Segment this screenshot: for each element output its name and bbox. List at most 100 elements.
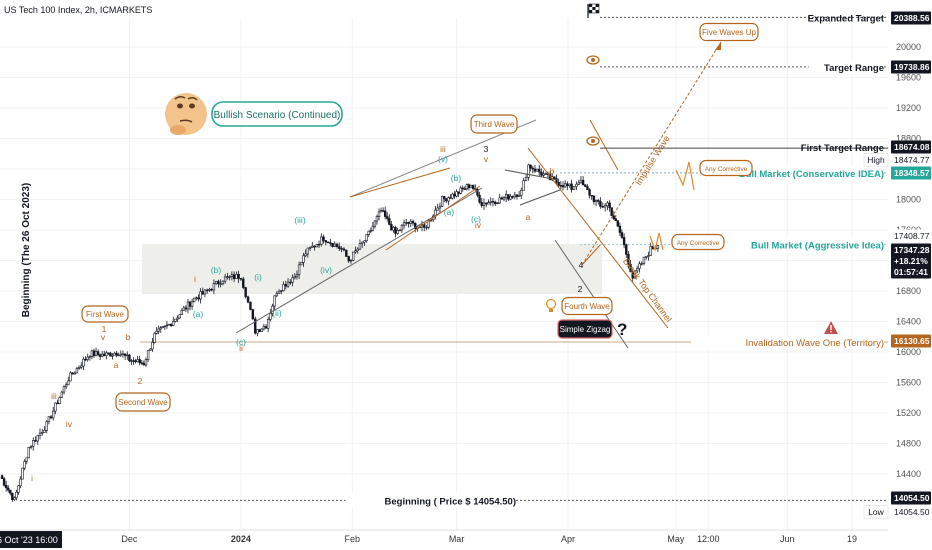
candle-body (559, 185, 563, 187)
wave-label: (a) (444, 207, 455, 217)
wave-label: iv (66, 419, 73, 429)
candle-body (396, 230, 399, 234)
break-top-channel-line[interactable] (527, 147, 669, 329)
price-tick: 20000 (896, 42, 921, 52)
candle-body (249, 301, 252, 310)
candle-body (15, 491, 18, 499)
candle-body (440, 196, 444, 207)
third-wave-box[interactable]: Third Wave (470, 114, 518, 134)
candle-body (7, 487, 10, 491)
second-wave-label: Second Wave (118, 398, 168, 407)
second-wave-box[interactable]: Second Wave (115, 392, 171, 412)
candle-body (186, 301, 190, 310)
price-tag: 18348.57 (891, 166, 931, 180)
candle-body (293, 276, 296, 279)
candle-body (386, 216, 389, 219)
candle-body (101, 353, 104, 357)
time-tick: May (667, 534, 685, 544)
candle-body (105, 352, 108, 357)
candle-body (98, 354, 102, 357)
simple-zigzag-box[interactable]: Simple Zigzag (557, 319, 613, 339)
price-tag: +18.21% (891, 254, 931, 268)
candle-body (313, 245, 316, 248)
price-axis[interactable]: 2000019600192001880018400180001760017200… (863, 0, 932, 550)
candle-body (561, 185, 565, 188)
candle-body (153, 333, 156, 343)
candle-body (457, 191, 460, 194)
impulse-wave-path[interactable] (581, 41, 722, 266)
candle-body (163, 325, 167, 328)
candle-body (32, 440, 35, 447)
price-tag-value: +18.21% (894, 256, 928, 266)
candle-body (308, 247, 312, 249)
candle-body (542, 173, 545, 176)
candle-body (363, 240, 366, 243)
price-tick: 14800 (896, 439, 921, 449)
candle-body (2, 478, 6, 486)
candle-body (103, 353, 106, 357)
candle-body (520, 190, 523, 196)
spacer[interactable] (589, 119, 619, 171)
price-tag-value: 16130.65 (894, 336, 930, 346)
candle-body (575, 183, 578, 187)
candle-body (306, 247, 310, 255)
triangle-bottom[interactable] (519, 189, 561, 206)
impulse-start[interactable] (581, 244, 601, 266)
candle-body (388, 218, 391, 225)
candle-body (60, 391, 64, 398)
candle-body (331, 242, 334, 247)
time-axis[interactable]: Dec 2024 Feb Mar Apr May 12:00 Jun 19 26 Oct '23 … (0, 529, 888, 548)
triangle-top[interactable] (504, 169, 559, 181)
candle-body (627, 253, 630, 265)
lower-channel-right[interactable] (554, 239, 629, 349)
wedge-bottom[interactable] (385, 185, 481, 251)
warning-icon (824, 321, 838, 334)
any-corrective-1-box[interactable]: Any Corrective (699, 159, 753, 177)
wave-label: v (484, 154, 489, 164)
candle-body (367, 230, 370, 235)
scenario-pill[interactable]: Bullish Scenario (Continued) (211, 101, 343, 127)
wave-label: v (101, 332, 106, 342)
candle-body (553, 176, 556, 179)
candle-body (258, 329, 261, 332)
candle-body (17, 485, 20, 493)
first-wave-label: First Wave (86, 310, 124, 319)
candle-body (449, 197, 452, 199)
candle-body (443, 196, 446, 199)
first-wave-box[interactable]: First Wave (81, 305, 129, 323)
candle-body (192, 297, 196, 303)
candle-body (151, 342, 154, 350)
price-tick: 19200 (896, 103, 921, 113)
candle-body (246, 296, 250, 303)
price-tag: 01:57:41 (891, 265, 931, 279)
candle-body (188, 301, 192, 307)
candle-body (496, 202, 499, 205)
five-waves-up-box[interactable]: Five Waves Up (699, 22, 759, 42)
candle-body (107, 352, 110, 354)
candle-body (610, 207, 613, 216)
candle-body (282, 284, 285, 291)
fourth-wave-box[interactable]: Fourth Wave (561, 296, 613, 316)
any-corrective-2-box[interactable]: Any Corrective (671, 233, 725, 251)
candle-body (23, 461, 26, 469)
wedge-top[interactable] (349, 167, 451, 198)
candle-body (649, 246, 652, 256)
time-tick: 19 (847, 534, 857, 544)
candle-body (27, 447, 30, 459)
candle-body (178, 314, 181, 319)
first-target-range-label: First Target Range (801, 143, 884, 154)
candle-body (633, 270, 637, 279)
candle-body (176, 317, 179, 320)
candle-body (126, 354, 129, 357)
candle-body (535, 168, 539, 172)
candle-body (132, 360, 135, 362)
candle-body (315, 244, 319, 248)
candle-body (64, 384, 68, 387)
candle-body (219, 283, 222, 285)
price-tag: 17347.28 (891, 243, 931, 257)
candle-body (88, 356, 92, 358)
candle-body (226, 276, 229, 278)
candle-body (184, 307, 188, 310)
